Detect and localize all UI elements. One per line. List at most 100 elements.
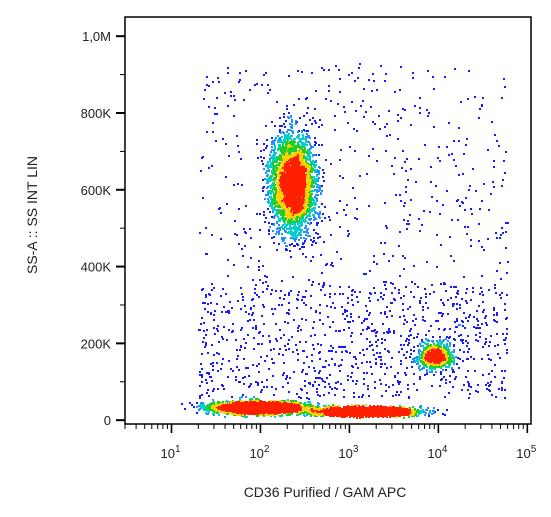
data-point [288,155,290,157]
data-point [311,171,313,173]
data-point [309,210,311,212]
data-point [287,129,289,131]
data-point [275,233,277,235]
data-point [266,139,268,141]
data-point [288,172,290,174]
data-point [299,215,301,217]
data-point [284,167,286,169]
data-point [288,231,290,233]
data-point [305,238,307,240]
data-point [295,187,297,189]
data-point [298,213,300,215]
data-point [303,166,305,168]
data-point [318,154,320,156]
data-point [328,216,330,218]
data-point [290,237,292,239]
data-point [322,169,324,171]
data-point [295,163,297,165]
data-point [269,211,271,213]
data-point [308,201,310,203]
data-point [306,158,308,160]
data-point [295,228,297,230]
data-point [275,187,277,189]
data-point [323,180,325,182]
data-point [306,151,308,153]
data-point [281,125,283,127]
data-point [279,170,281,172]
data-point [288,228,290,230]
data-point [274,157,276,159]
data-point [285,200,287,202]
data-point [313,219,315,221]
data-point [321,185,323,187]
data-point [310,161,312,163]
data-point [270,198,272,200]
data-point [305,136,307,138]
data-point [277,206,279,208]
data-point [272,163,274,165]
data-point [323,405,325,407]
data-point [286,155,288,157]
data-point [293,104,295,106]
data-point [286,198,288,200]
data-point [318,173,320,175]
data-point [316,171,318,173]
data-point [267,161,269,163]
data-point [293,143,295,145]
data-point [291,218,293,220]
data-point [279,137,281,139]
data-point [293,228,295,230]
data-point [314,189,316,191]
data-point [309,159,311,161]
data-point [277,227,279,229]
data-point [294,245,296,247]
data-point [303,231,305,233]
data-point [289,153,291,155]
data-point [285,144,287,146]
data-point [317,233,319,235]
data-point [292,132,294,134]
data-point [267,163,269,165]
data-point [269,226,271,228]
data-point [283,113,285,115]
data-point [293,200,295,202]
data-point [288,144,290,146]
data-point [277,185,279,187]
data-point [298,141,300,143]
data-point [303,150,305,152]
data-point [297,143,299,145]
data-point [289,224,291,226]
data-point [298,151,300,153]
data-point [282,238,284,240]
data-point [297,131,299,133]
data-point [302,161,304,163]
data-point [281,233,283,235]
data-point [282,209,284,211]
data-point [277,193,279,195]
data-point [282,143,284,145]
data-point [278,233,280,235]
data-point [264,198,266,200]
data-point [317,184,319,186]
data-point [302,194,304,196]
data-point [300,164,302,166]
data-point [293,171,295,173]
data-point [313,182,315,184]
data-point [299,117,301,119]
data-point [287,139,289,141]
data-point [299,197,301,199]
data-point [279,227,281,229]
data-point [279,206,281,208]
data-point [293,152,295,154]
data-point [320,193,322,195]
data-point [296,216,298,218]
data-point [290,147,292,149]
data-point [284,237,286,239]
data-point [289,185,291,187]
data-point [270,163,272,165]
data-point [314,211,316,213]
data-point [323,172,325,174]
data-point [271,237,273,239]
data-point [309,189,311,191]
data-point [274,215,276,217]
